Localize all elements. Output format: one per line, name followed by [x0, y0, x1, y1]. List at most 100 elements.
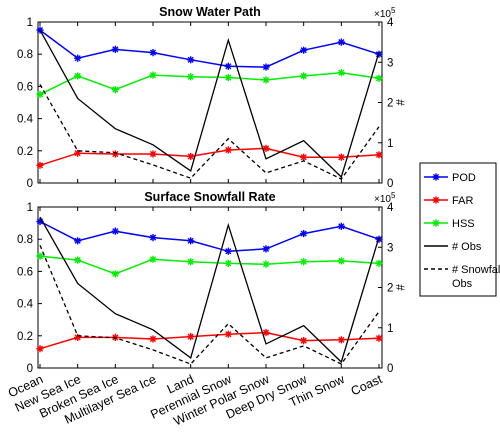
data-point [149, 48, 157, 57]
data-point [74, 149, 82, 157]
data-point [36, 217, 44, 226]
y-tick-label: 0.6 [17, 81, 33, 93]
y-tick-label: 1 [27, 17, 33, 29]
series-line [39, 220, 380, 253]
legend-label: # Snowfall [452, 264, 500, 276]
data-point [300, 72, 308, 80]
data-point [375, 74, 383, 82]
data-point [36, 161, 44, 169]
data-point [74, 256, 82, 264]
data-point [224, 259, 232, 267]
data-point [224, 62, 232, 70]
y2-exponent-power: 5 [391, 191, 396, 200]
data-point [337, 153, 345, 161]
legend-item: # Obs [424, 241, 482, 253]
y2-axis-label: # [393, 99, 405, 106]
data-point [74, 54, 82, 62]
data-point [300, 153, 308, 161]
data-point [36, 252, 44, 260]
y2-tick-label: 3 [387, 242, 393, 254]
data-point [111, 86, 119, 94]
data-point [149, 255, 157, 263]
data-point [149, 233, 157, 242]
chart-title: Snow Water Path [159, 5, 261, 19]
data-point [149, 150, 157, 158]
series-obs [39, 29, 380, 179]
series-hss [36, 69, 383, 99]
legend-marker [432, 196, 440, 204]
y2-tick-label: 2 [387, 283, 393, 295]
data-point [337, 222, 345, 230]
data-point [36, 26, 44, 34]
data-point [36, 90, 44, 99]
data-point [224, 330, 232, 338]
series-obs [39, 216, 380, 364]
legend-item: HSS [424, 218, 475, 230]
data-point [337, 69, 345, 77]
series-pod [36, 217, 383, 255]
y2-exponent: ×105 [374, 191, 396, 205]
y2-tick-label: 2 [387, 98, 393, 110]
data-point [74, 237, 82, 245]
legend-label: HSS [452, 218, 475, 230]
data-point [187, 237, 195, 245]
series-line [39, 255, 380, 275]
data-point [224, 247, 232, 255]
data-point [300, 46, 308, 54]
y2-tick-label: 4 [387, 202, 394, 214]
data-point [300, 229, 308, 238]
legend-item: FAR [424, 195, 473, 207]
data-point [262, 245, 270, 253]
data-point [187, 152, 195, 161]
y2-exponent-power: 5 [391, 6, 396, 15]
legend: POD FAR HSS # Obs # Snowfall Obs [419, 162, 500, 297]
y2-exponent: ×105 [374, 6, 396, 20]
y-tick-label: 0.2 [17, 331, 33, 343]
data-point [224, 146, 232, 154]
data-point [149, 71, 157, 79]
data-point [375, 151, 383, 159]
series-line [39, 331, 380, 350]
series-pod [36, 26, 383, 71]
data-point [262, 76, 270, 84]
data-point [187, 73, 195, 81]
data-point [74, 333, 82, 342]
y2-exponent-base: ×10 [374, 9, 391, 20]
data-point [187, 333, 195, 341]
legend-item: POD [424, 172, 476, 184]
series-line [39, 29, 380, 68]
data-point [262, 260, 270, 268]
data-point [300, 258, 308, 266]
legend-item: # Snowfall Obs [424, 264, 500, 290]
y2-exponent-base: ×10 [374, 194, 391, 205]
y-tick-label: 0.8 [17, 234, 33, 246]
chart-panel-1: Snow Water Path 0 0.2 0.4 0.6 0.8 1 0 1 2 3 4×105 # [17, 5, 405, 190]
chart-title: Surface Snowfall Rate [144, 190, 275, 204]
data-point [36, 345, 44, 353]
data-point [111, 45, 119, 53]
legend-label: POD [452, 172, 476, 184]
y-tick-label: 0.6 [17, 266, 33, 278]
series-far [36, 328, 383, 353]
y2-tick-label: 1 [387, 323, 393, 335]
data-point [149, 335, 157, 343]
data-point [375, 259, 383, 267]
y2-tick-label: 1 [387, 138, 393, 150]
series-snowfall-obs [39, 84, 380, 180]
data-point [262, 328, 270, 337]
y-tick-label: 0.8 [17, 49, 33, 61]
data-point [187, 56, 195, 64]
y-tick-label: 0.4 [17, 299, 34, 311]
chart-panel-2: Surface Snowfall Rate 0 0.2 0.4 0.6 0.8 1 0 1 2 3 4… [6, 190, 405, 428]
data-point [74, 72, 82, 80]
data-point [111, 270, 119, 278]
y-tick-label: 0.4 [17, 114, 34, 126]
legend-marker [432, 173, 440, 181]
y-tick-label: 1 [27, 202, 33, 214]
data-point [262, 144, 270, 152]
series-far [36, 144, 383, 169]
legend-label: FAR [452, 195, 473, 207]
legend-label-line2: Obs [452, 278, 473, 290]
y2-axis-label: # [393, 284, 405, 291]
